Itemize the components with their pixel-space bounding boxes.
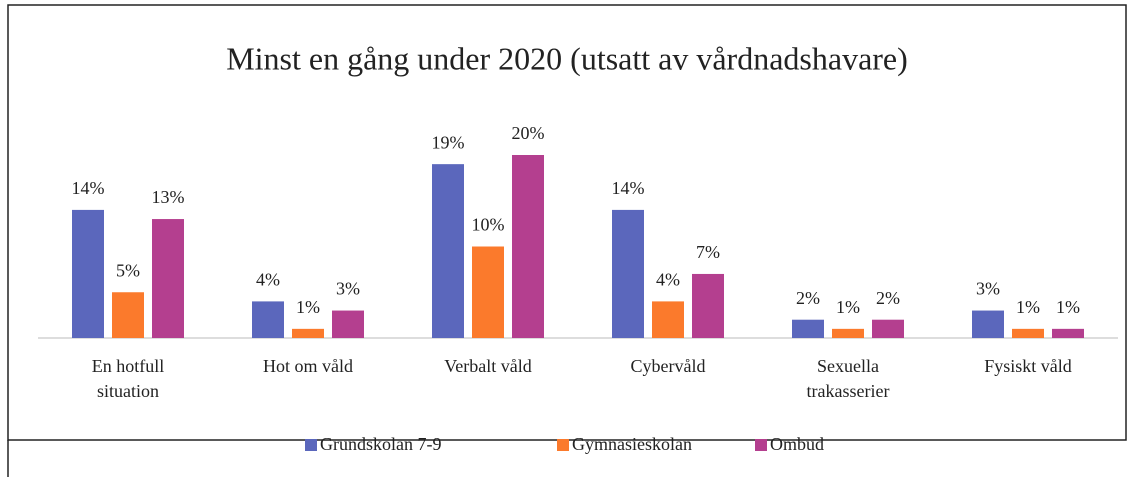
legend-label: Ombud [770, 434, 824, 454]
x-tick-label: Sexuella [817, 356, 879, 376]
x-tick-label: Fysiskt våld [984, 356, 1072, 376]
data-label: 2% [796, 288, 820, 308]
data-label: 14% [72, 178, 105, 198]
data-label: 4% [656, 270, 680, 290]
data-label: 4% [256, 270, 280, 290]
bar [832, 328, 864, 338]
data-label: 2% [876, 288, 900, 308]
data-label: 1% [1056, 297, 1080, 317]
data-label: 13% [152, 187, 185, 207]
x-tick-label: Verbalt våld [444, 356, 531, 376]
bar [512, 155, 544, 338]
chart-border [7, 4, 1127, 441]
x-tick-label: situation [97, 381, 159, 401]
legend-swatch [305, 439, 317, 451]
chart-title: Minst en gång under 2020 (utsatt av vård… [226, 40, 908, 76]
data-label: 19% [432, 132, 465, 152]
bar [872, 319, 904, 338]
bar [1052, 328, 1084, 338]
data-label: 5% [116, 260, 140, 280]
bar [652, 301, 684, 338]
data-label: 3% [336, 279, 360, 299]
data-label: 1% [1016, 297, 1040, 317]
bar [332, 310, 364, 338]
data-label: 20% [512, 123, 545, 143]
bar [252, 301, 284, 338]
bar [612, 209, 644, 338]
data-label: 3% [976, 279, 1000, 299]
bar [292, 328, 324, 338]
data-label: 1% [296, 297, 320, 317]
bar [972, 310, 1004, 338]
data-label: 14% [612, 178, 645, 198]
legend-label: Grundskolan 7-9 [320, 434, 441, 454]
legend-swatch [755, 439, 767, 451]
x-tick-label: Hot om våld [263, 356, 353, 376]
bar [112, 292, 144, 338]
data-label: 10% [472, 215, 505, 235]
bar [792, 319, 824, 338]
data-label: 7% [696, 242, 720, 262]
bar [152, 219, 184, 338]
x-tick-label: Cybervåld [631, 356, 706, 376]
bar [432, 164, 464, 338]
data-label: 1% [836, 297, 860, 317]
bar [1012, 328, 1044, 338]
legend-swatch [557, 439, 569, 451]
x-tick-label: trakasserier [807, 381, 890, 401]
legend-label: Gymnasieskolan [572, 434, 692, 454]
x-tick-label: En hotfull [92, 356, 165, 376]
bar [472, 246, 504, 338]
bar [692, 273, 724, 338]
bar [72, 209, 104, 338]
